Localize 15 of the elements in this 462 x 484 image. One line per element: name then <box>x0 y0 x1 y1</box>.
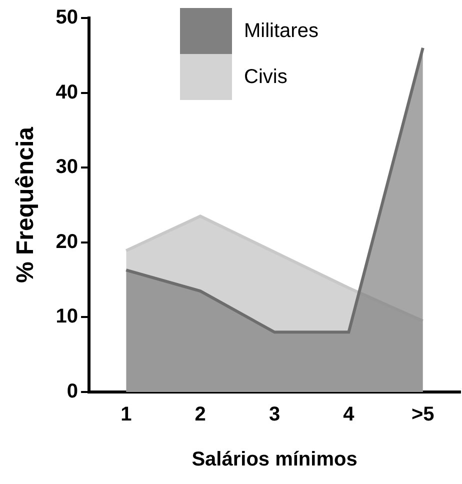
x-tick-label: 4 <box>343 404 356 426</box>
y-tick-label: 30 <box>56 156 78 178</box>
y-tick-label: 40 <box>56 81 78 104</box>
y-tick-label: 20 <box>56 230 78 253</box>
legend-label: Civis <box>244 66 288 88</box>
x-tick-label: >5 <box>412 404 434 426</box>
x-tick-label: 3 <box>268 404 280 426</box>
x-tick-label: 1 <box>120 404 132 426</box>
y-tick-label: 50 <box>56 6 78 29</box>
y-tick-label: 10 <box>56 306 78 328</box>
legend-label: Militares <box>244 20 318 42</box>
y-axis-title: % Frequência <box>12 126 40 284</box>
x-axis-title: Salários mínimos <box>192 448 358 471</box>
y-tick-label: 0 <box>66 380 78 403</box>
x-tick-label: 2 <box>194 404 206 426</box>
